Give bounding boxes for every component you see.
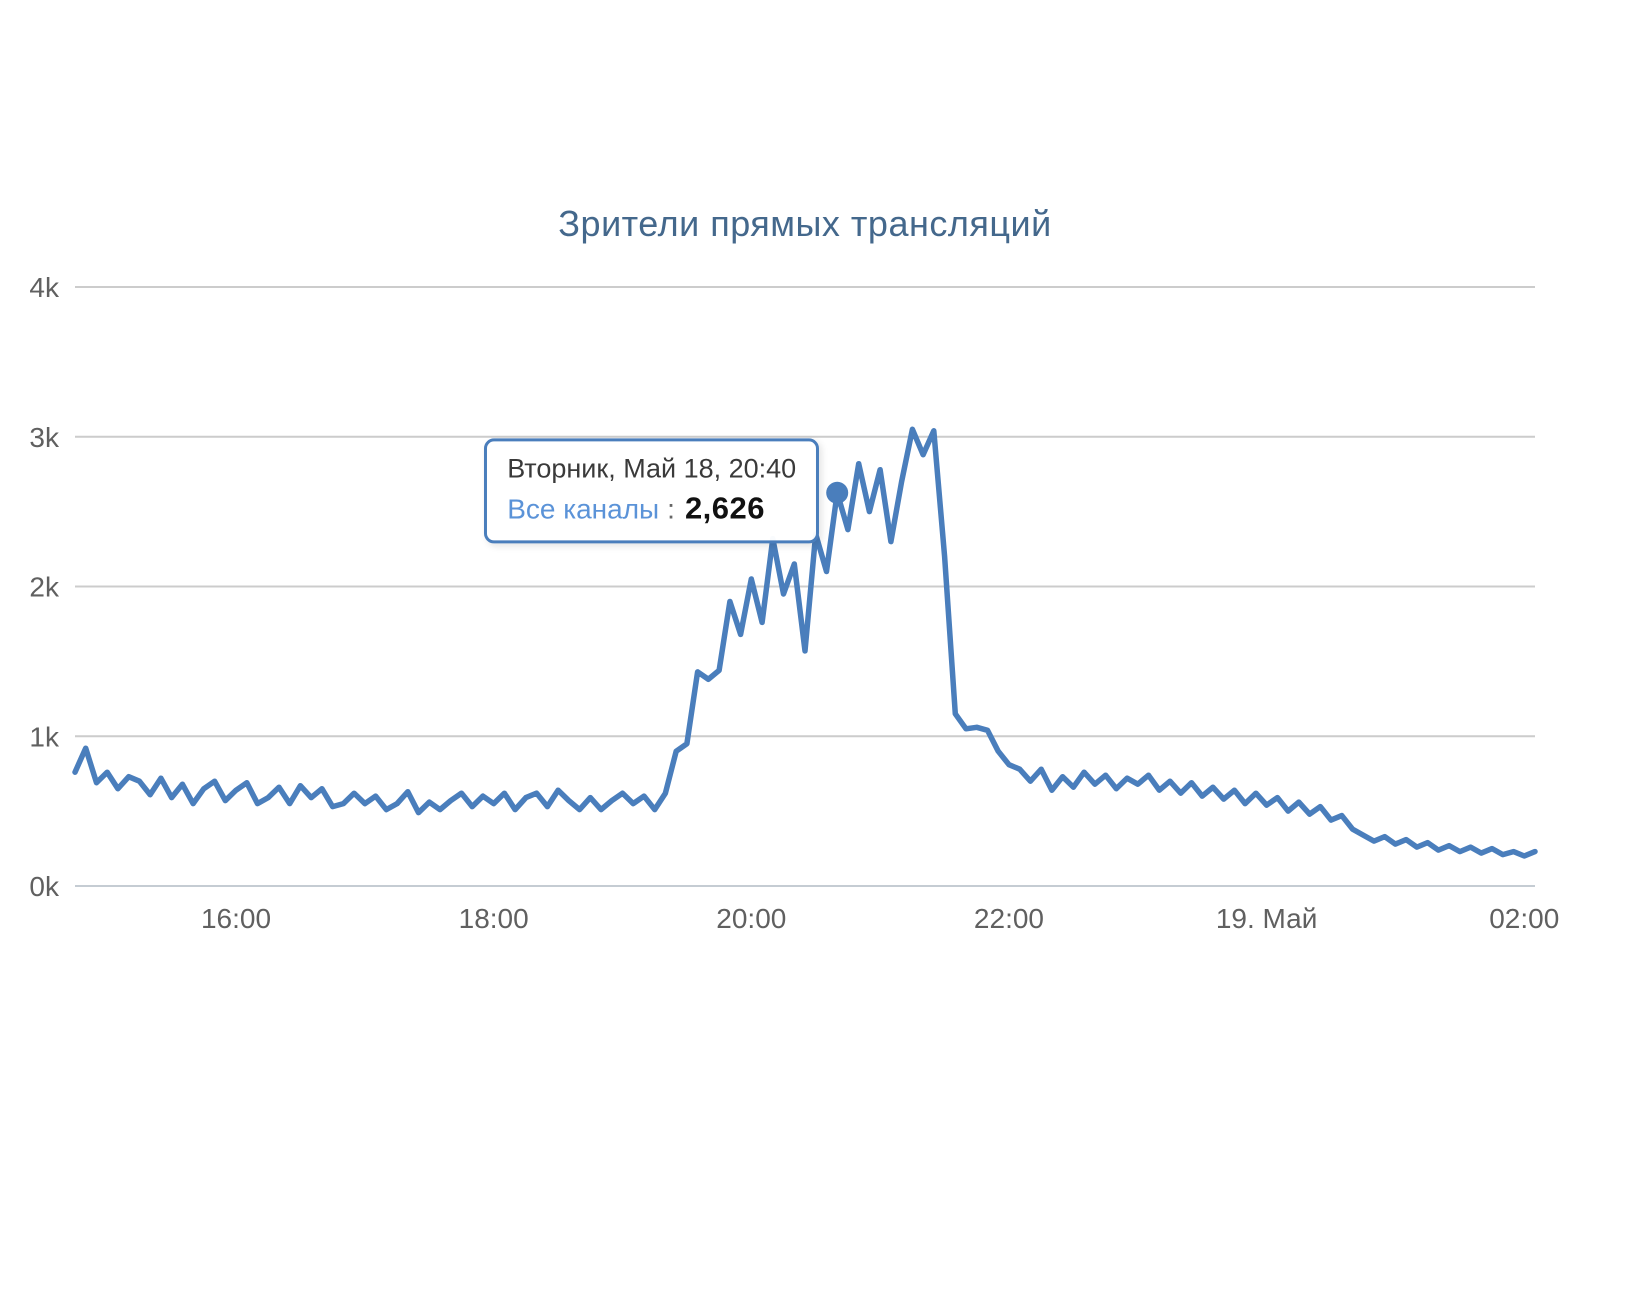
x-axis-label: 19. Май <box>1216 903 1318 934</box>
y-axis-label: 4k <box>29 272 60 303</box>
x-axis-label: 18:00 <box>459 903 529 934</box>
x-axis-label: 02:00 <box>1489 903 1559 934</box>
chart-title: Зрители прямых трансляций <box>558 203 1052 244</box>
series-marker[interactable] <box>826 481 849 504</box>
y-axis-label: 1k <box>29 721 60 752</box>
x-axis-label: 22:00 <box>974 903 1044 934</box>
y-axis-label: 3k <box>29 422 60 453</box>
y-axis-label: 0k <box>29 871 60 902</box>
x-axis-label: 16:00 <box>201 903 271 934</box>
y-axis-label: 2k <box>29 572 60 603</box>
x-axis-label: 20:00 <box>716 903 786 934</box>
series-line[interactable] <box>72 426 1538 859</box>
